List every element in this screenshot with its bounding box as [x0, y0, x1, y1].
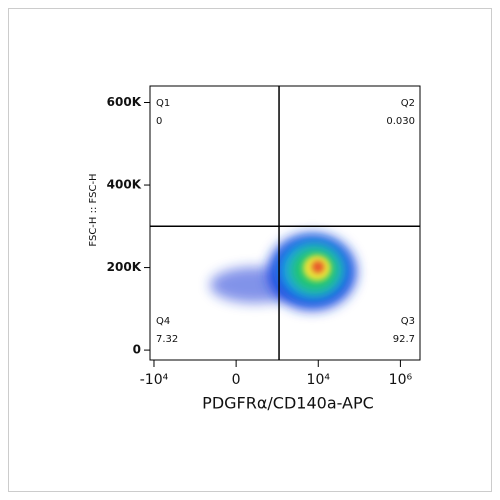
quadrant-value: 7.32 — [156, 334, 178, 345]
plot-area — [149, 85, 421, 361]
y-tick-label: 200K — [107, 260, 142, 274]
density-cloud — [210, 234, 356, 310]
quadrant-name: Q3 — [401, 316, 415, 327]
y-axis-label: FSC-H :: FSC-H — [88, 173, 99, 246]
quadrant-value: 0.030 — [386, 116, 415, 127]
x-tick-label: 10⁶ — [389, 372, 413, 388]
y-tick-label: 600K — [107, 95, 142, 109]
quadrant-value: 0 — [156, 116, 162, 127]
quadrant-name: Q4 — [156, 316, 170, 327]
x-tick-label: 0 — [232, 372, 241, 388]
y-tick-label: 400K — [107, 178, 142, 192]
quadrant-name: Q2 — [401, 98, 415, 109]
x-tick-label: -10⁴ — [140, 372, 169, 388]
y-tick-label: 0 — [133, 343, 141, 357]
quadrant-value: 92.7 — [393, 334, 415, 345]
x-axis-label: PDGFRα/CD140a-APC — [202, 394, 374, 413]
frame — [8, 8, 492, 492]
x-tick-label: 10⁴ — [307, 372, 331, 388]
quadrant-name: Q1 — [156, 98, 170, 109]
